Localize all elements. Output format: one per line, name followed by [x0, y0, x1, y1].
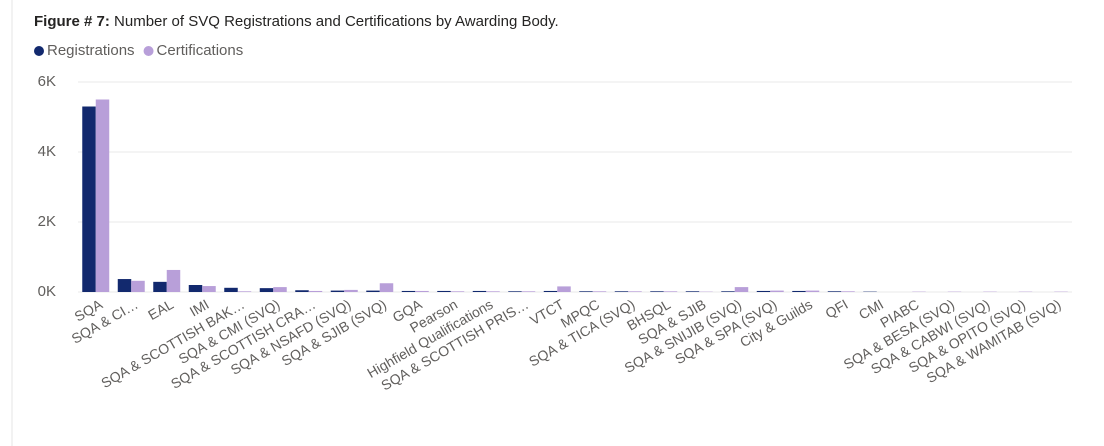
bar: [273, 287, 287, 292]
bar: [770, 290, 784, 292]
bar: [131, 280, 145, 292]
bar: [827, 291, 842, 292]
bar: [508, 291, 522, 292]
bar: [721, 291, 735, 292]
bar: [295, 290, 309, 292]
bar: [308, 290, 323, 292]
bar: [366, 290, 380, 292]
bar: [663, 291, 678, 292]
bar: [166, 269, 181, 292]
bar: [792, 290, 806, 292]
bar: [592, 291, 607, 292]
bar: [805, 290, 820, 292]
y-tick-label: 6K: [38, 73, 56, 90]
bar: [486, 291, 500, 292]
bar: [472, 290, 487, 292]
bar: [117, 279, 132, 292]
title-text: Number of SVQ Registrations and Certific…: [114, 13, 559, 30]
bar: [237, 291, 252, 292]
bar: [650, 291, 664, 292]
bar: [756, 290, 771, 292]
chart-title: Figure # 7: Number of SVQ Registrations …: [34, 13, 559, 30]
bar: [521, 291, 536, 292]
bar: [685, 291, 700, 292]
bar: [202, 286, 216, 292]
legend-label: Registrations: [47, 42, 135, 59]
bar: [734, 287, 749, 292]
bar: [330, 290, 345, 292]
bar: [95, 99, 110, 292]
y-tick-label: 4K: [38, 143, 56, 160]
bar: [188, 285, 203, 292]
bar: [543, 290, 558, 292]
bar: [841, 291, 855, 292]
legend-swatch: [143, 46, 154, 56]
legend-swatch: [34, 46, 44, 56]
bar: [82, 106, 96, 292]
bar: [344, 289, 358, 292]
x-tick-label: EAL: [145, 296, 176, 323]
bar: [557, 286, 571, 292]
y-tick-label: 2K: [38, 213, 56, 230]
bar: [415, 290, 429, 292]
bar: [628, 291, 642, 292]
bar: [579, 291, 593, 292]
bar: [401, 290, 416, 292]
x-tick-label: QFI: [822, 296, 850, 322]
title-label: Figure # 7:: [34, 13, 110, 30]
bar: [379, 283, 394, 292]
bar: [437, 290, 451, 292]
y-tick-label: 0K: [38, 283, 56, 300]
bar: [450, 291, 465, 292]
bar: [259, 288, 274, 292]
bar: [153, 281, 167, 292]
bar: [614, 291, 629, 292]
legend-label: Certifications: [157, 42, 244, 59]
bar: [224, 287, 238, 292]
